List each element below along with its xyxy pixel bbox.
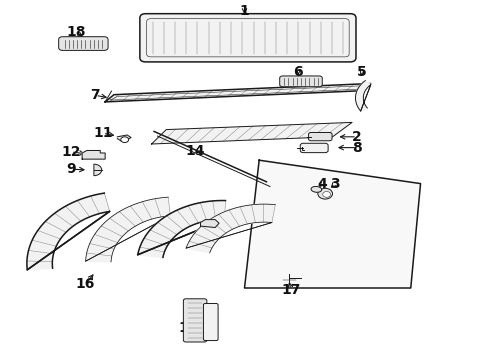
Text: 12: 12 <box>61 145 81 159</box>
Polygon shape <box>27 193 109 270</box>
Circle shape <box>322 192 330 197</box>
Text: 2: 2 <box>351 130 361 144</box>
Polygon shape <box>117 135 131 141</box>
Text: 3: 3 <box>329 177 339 190</box>
FancyBboxPatch shape <box>279 76 322 87</box>
FancyBboxPatch shape <box>308 132 331 141</box>
FancyBboxPatch shape <box>59 37 108 50</box>
Polygon shape <box>200 220 219 228</box>
Polygon shape <box>82 150 105 159</box>
Text: 15: 15 <box>178 321 198 335</box>
Text: 10: 10 <box>220 213 239 226</box>
Text: 4: 4 <box>317 177 327 190</box>
FancyBboxPatch shape <box>140 14 355 62</box>
Text: 1: 1 <box>239 4 249 18</box>
Polygon shape <box>355 81 370 111</box>
Text: 18: 18 <box>66 26 85 39</box>
Text: 7: 7 <box>90 89 100 102</box>
Circle shape <box>317 188 332 199</box>
Polygon shape <box>85 197 170 262</box>
Ellipse shape <box>310 186 321 192</box>
Text: 14: 14 <box>185 144 205 158</box>
Polygon shape <box>186 204 275 253</box>
Circle shape <box>121 137 128 143</box>
Text: 17: 17 <box>281 283 300 297</box>
Polygon shape <box>244 160 420 288</box>
FancyBboxPatch shape <box>183 299 206 342</box>
Text: 5: 5 <box>356 65 366 79</box>
Text: 13: 13 <box>195 326 215 340</box>
Text: 6: 6 <box>293 65 303 79</box>
Polygon shape <box>138 201 225 257</box>
Text: 8: 8 <box>351 141 361 154</box>
FancyBboxPatch shape <box>300 143 327 153</box>
Text: 16: 16 <box>76 278 95 291</box>
Text: 9: 9 <box>66 162 76 176</box>
FancyBboxPatch shape <box>203 303 218 341</box>
Wedge shape <box>94 164 102 176</box>
Polygon shape <box>105 84 370 102</box>
Text: 11: 11 <box>93 126 112 140</box>
Polygon shape <box>151 122 351 144</box>
